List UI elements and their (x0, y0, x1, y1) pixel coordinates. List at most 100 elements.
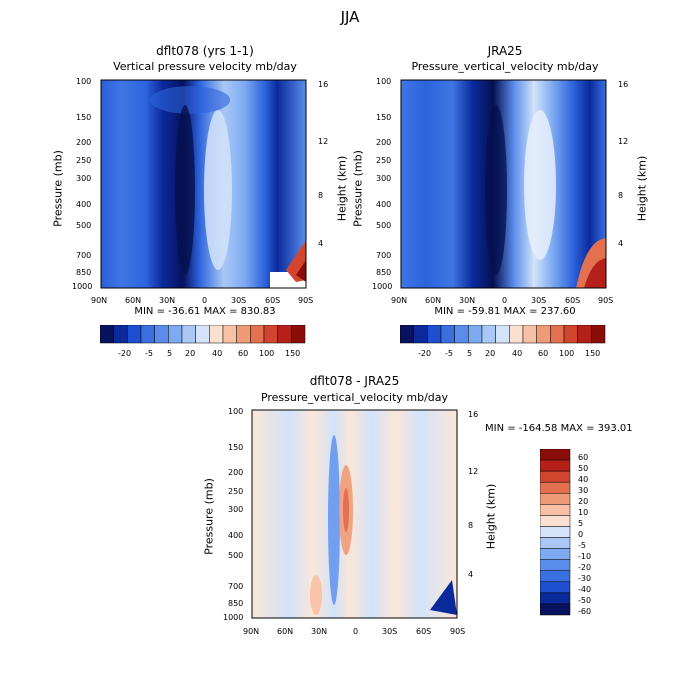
panel1-colorbar (100, 325, 306, 344)
panel3-colorbar-label: 0 (578, 530, 584, 539)
panel2-core-descent (524, 110, 556, 260)
colorbar-swatch (277, 325, 292, 344)
panel2-stats: MIN = -59.81 MAX = 237.60 (434, 306, 576, 317)
colorbar-swatch (540, 537, 571, 549)
colorbar-swatch (222, 325, 237, 344)
panel3-colorbar-label: 20 (578, 497, 589, 506)
panel3-ytick: 500 (228, 551, 244, 560)
panel3-ylabel: Pressure (mb) (202, 478, 216, 555)
colorbar-swatch (181, 325, 196, 344)
panel1-ytick: 1000 (72, 282, 93, 291)
colorbar-swatch (454, 325, 469, 344)
colorbar-swatch (540, 470, 571, 483)
colorbar-swatch (540, 548, 571, 560)
panel1-ylabel: Pressure (mb) (51, 150, 65, 227)
panel1-southern-maximum-core (296, 260, 306, 282)
panel2-ytick: 1000 (372, 282, 393, 291)
panel1-ytick: 150 (76, 113, 92, 122)
panel3-colorbar-label: -30 (578, 574, 592, 583)
panel1-stats: MIN = -36.61 MAX = 830.83 (134, 306, 276, 317)
panel2-core-ascent (485, 105, 507, 275)
panel2-xtick: 90S (598, 296, 614, 305)
panel2-xtick: 30N (459, 296, 476, 305)
panel3-colorbar-swatches (540, 449, 571, 616)
panel1-field (101, 80, 306, 288)
colorbar-swatch (540, 559, 571, 571)
panel2-colorbar-label: 5 (467, 349, 473, 358)
panel3-low-positive (310, 575, 322, 615)
colorbar-swatch (209, 325, 224, 344)
panel2-xtick: 60S (565, 296, 581, 305)
colorbar-swatch (236, 325, 251, 344)
panel1-core-descent (204, 110, 232, 270)
panel3-ytick-right: 4 (468, 570, 474, 579)
panel2-ytick: 100 (376, 77, 392, 86)
panel1-ytick-right: 12 (318, 137, 329, 146)
figure-title: JJA (340, 8, 360, 26)
panel1-colorbar-label: 20 (185, 349, 196, 358)
panel2-colorbar-label: -20 (418, 349, 432, 358)
panel1-ytick-right: 4 (318, 239, 324, 248)
panel3-title: dflt078 - JRA25 (309, 374, 400, 388)
colorbar-swatch (540, 526, 571, 538)
colorbar-swatch (440, 325, 455, 344)
panel2-colorbar (400, 325, 606, 344)
colorbar-swatch (468, 325, 483, 344)
panel3-colorbar-label: 60 (578, 453, 589, 462)
colorbar-swatch (250, 325, 265, 344)
colorbar-swatch (154, 325, 169, 344)
panel2-ytick-right: 16 (618, 80, 629, 89)
panel2-colorbar-label: -5 (445, 349, 453, 358)
panel1-ytick: 850 (76, 268, 92, 277)
colorbar-swatch (427, 325, 442, 344)
colorbar-swatch (540, 493, 571, 505)
panel3-ytick: 100 (228, 407, 244, 416)
colorbar-swatch (522, 325, 537, 344)
panel1-xtick: 0 (202, 296, 208, 305)
panel2-ytick: 250 (376, 156, 392, 165)
colorbar-swatch (195, 325, 210, 344)
panel3-colorbar (540, 449, 571, 616)
panel2-ytick: 700 (376, 251, 392, 260)
colorbar-swatch (540, 515, 571, 527)
panel3-colorbar-label: -10 (578, 552, 592, 561)
panel3-ylabel-right: Height (km) (484, 483, 498, 550)
panel2-xtick: 60N (425, 296, 442, 305)
panel1-xtick: 30N (159, 296, 176, 305)
panel3-colorbar-label: 5 (578, 519, 584, 528)
panel3-xtick: 30N (311, 627, 328, 636)
panel2-ylabel: Pressure (mb) (351, 150, 365, 227)
panel1-ytick: 250 (76, 156, 92, 165)
colorbar-swatch (540, 581, 571, 594)
panel2-colorbar-swatches (400, 325, 606, 344)
panel3-ytick: 400 (228, 531, 244, 540)
panel2-colorbar-label: 40 (512, 349, 523, 358)
colorbar-swatch (495, 325, 510, 344)
colorbar-swatch (481, 325, 496, 344)
panel2-colorbar-label: 60 (538, 349, 549, 358)
panel1-colorbar-swatches (100, 325, 306, 344)
colorbar-swatch (263, 325, 278, 344)
panel2-southern-maximum-core (584, 258, 606, 288)
panel3-positive-core (343, 488, 349, 532)
colorbar-swatch (168, 325, 183, 344)
panel1-xtick: 60S (265, 296, 281, 305)
colorbar-swatch (540, 592, 571, 605)
panel3-xtick: 60S (416, 627, 432, 636)
panel3-colorbar-label: -50 (578, 596, 592, 605)
panel1-ytick: 100 (76, 77, 92, 86)
panel1-core-ascent (175, 105, 195, 275)
panel3-xtick: 60N (277, 627, 294, 636)
panel3-ytick-right: 12 (468, 467, 479, 476)
panel3-negative-band (328, 435, 340, 605)
colorbar-swatch (127, 325, 142, 344)
panel1-ytick-right: 16 (318, 80, 329, 89)
panel1-xtick: 60N (125, 296, 142, 305)
colorbar-swatch (563, 325, 578, 344)
panel3-xtick: 30S (382, 627, 398, 636)
panel1-xtick: 30S (231, 296, 247, 305)
panel1-colorbar-label: 100 (259, 349, 275, 358)
panel2-ytick: 850 (376, 268, 392, 277)
panel2-xtick: 90N (391, 296, 408, 305)
colorbar-swatch (540, 459, 571, 472)
